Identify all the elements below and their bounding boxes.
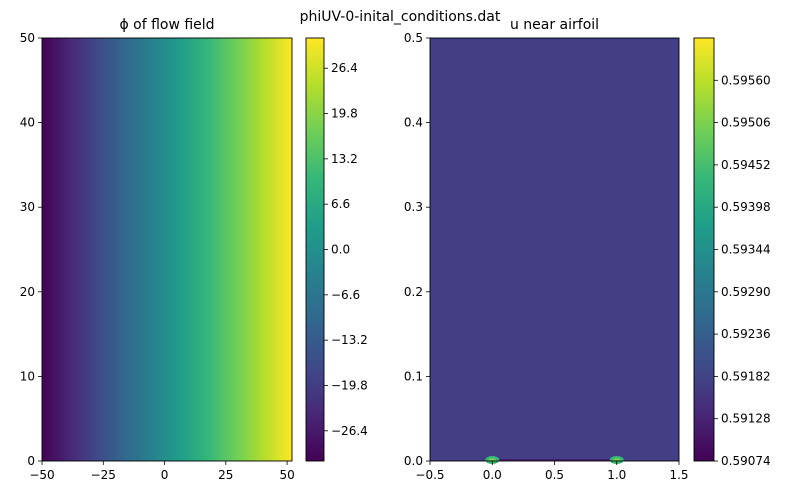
colorbar-tick-label: 0.59074 [721,454,771,468]
colorbar-tick-label: 0.59560 [721,73,771,87]
colorbar-tick-label: 26.4 [331,61,358,75]
colorbar-tick-label: 19.8 [331,107,358,121]
y-tick-label: 0.0 [404,454,423,468]
heatmap-field [430,38,679,461]
heatmap-field [42,38,292,461]
colorbar-tick-label: 0.59290 [721,285,771,299]
colorbar-tick-label: 13.2 [331,152,358,166]
y-tick-label: 0.1 [404,369,423,383]
colorbar-tick-label: 0.59128 [721,412,771,426]
colorbar-tick-label: −26.4 [331,424,368,438]
x-tick-label: 0.0 [483,468,502,482]
x-tick-label: 1.5 [669,468,688,482]
x-tick-label: 50 [279,468,294,482]
y-tick-label: 10 [20,369,35,383]
panel-u-near-airfoil: u near airfoil−0.5 0.0 0.5 1.0 1.50.00.10.20… [404,17,771,482]
panel-phi-flow-field: ϕ of flow field −50 −25 0 25 50 0 10 20 30 40 50 −26… [20,17,368,482]
colorbar [694,38,714,461]
x-tick-label: 0 [161,468,169,482]
axes-title: ϕ of flow field [119,17,214,33]
x-tick-label: 25 [218,468,233,482]
y-tick-label: 50 [20,31,35,45]
colorbar-tick-label: 0.59452 [721,158,771,172]
colorbar [306,38,324,461]
x-tick-label: 0.5 [545,468,564,482]
colorbar-tick-label: −6.6 [331,288,360,302]
colorbar-tick-label: 0.59506 [721,116,771,130]
y-tick-label: 0.3 [404,200,423,214]
y-tick-label: 0 [27,454,35,468]
axes-title: u near airfoil [510,17,599,33]
colorbar-tick-label: −13.2 [331,333,368,347]
x-tick-label: −25 [91,468,116,482]
y-tick-label: 0.2 [404,285,423,299]
colorbar-tick-label: 0.59182 [721,369,771,383]
colorbar-tick-label: 0.0 [331,243,350,257]
y-tick-label: 40 [20,116,35,130]
colorbar-tick-label: −19.8 [331,378,368,392]
colorbar-tick-label: 6.6 [331,197,350,211]
colorbar-tick-label: 0.59344 [721,243,771,257]
y-tick-label: 20 [20,285,35,299]
y-tick-label: 0.4 [404,116,423,130]
y-tick-label: 30 [20,200,35,214]
airfoil-contour-band [494,459,615,461]
x-tick-label: −0.5 [415,468,444,482]
x-tick-label: −50 [29,468,54,482]
y-tick-label: 0.5 [404,31,423,45]
x-tick-label: 1.0 [607,468,626,482]
colorbar-tick-label: 0.59398 [721,200,771,214]
axes-frame [41,37,293,462]
colorbar-tick-label: 0.59236 [721,327,771,341]
figure-suptitle: phiUV-0-inital_conditions.dat [300,9,501,25]
